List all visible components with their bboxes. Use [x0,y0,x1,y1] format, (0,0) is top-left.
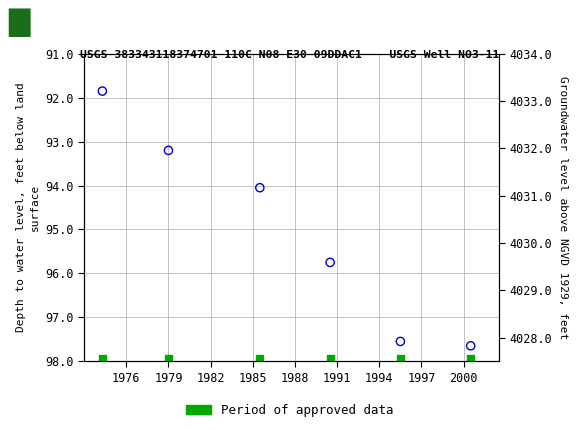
Text: USGS: USGS [52,13,112,32]
Point [325,259,335,266]
Text: █: █ [8,8,30,37]
Bar [99,355,106,361]
Legend: Period of approved data: Period of approved data [181,399,399,421]
Point [466,342,476,349]
Point [164,147,173,154]
Point [255,184,264,191]
Bar [397,355,404,361]
Bar [467,355,474,361]
Bar [6,4,46,41]
Bar [327,355,333,361]
Y-axis label: Groundwater level above NGVD 1929, feet: Groundwater level above NGVD 1929, feet [557,76,567,339]
Point [396,338,405,345]
Point [98,88,107,95]
Text: USGS 383343118374701 110C N08 E30 09DDAC1    USGS Well NO3-11: USGS 383343118374701 110C N08 E30 09DDAC… [80,50,500,60]
Bar [165,355,172,361]
Bar [256,355,263,361]
Y-axis label: Depth to water level, feet below land
surface: Depth to water level, feet below land su… [16,83,39,332]
